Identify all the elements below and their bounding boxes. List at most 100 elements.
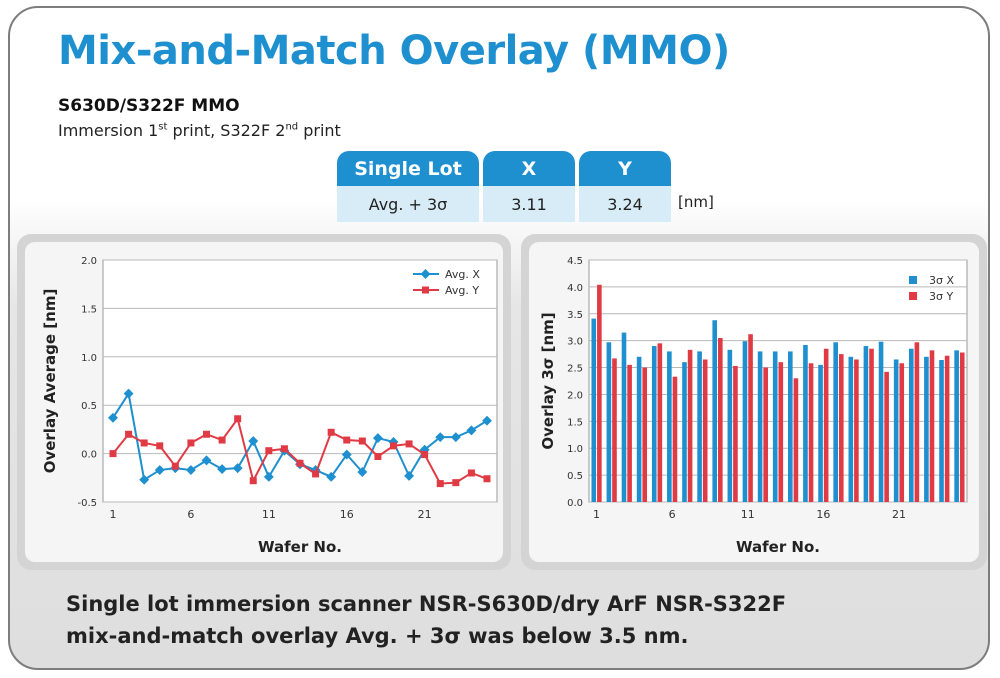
y-tick-label: 0.0	[567, 498, 583, 509]
bar-3sigma-y	[657, 343, 663, 502]
average-chart-panel: 2.0 1.5 1.0 0.5 0.0 -0.5 1 6 11 16 21 Wafer No. Over…	[17, 234, 511, 570]
bar-3sigma-y	[944, 355, 950, 502]
data-point-y	[234, 415, 242, 423]
data-point-y	[249, 477, 257, 485]
data-point-y	[280, 445, 288, 453]
data-point-x	[466, 425, 477, 436]
x-tick-label: 6	[187, 508, 194, 521]
bar-3sigma-y	[733, 365, 738, 502]
data-point-y	[125, 430, 133, 438]
x-axis-label: Wafer No.	[258, 538, 342, 556]
bar-3sigma-x	[924, 356, 929, 502]
legend-label: 3σ Y	[929, 290, 953, 303]
y-tick-label: 2.0	[81, 256, 97, 267]
single-lot-table: Single Lot X Y Avg. + 3σ 3.11 3.24	[333, 151, 675, 222]
bar-3sigma-x	[878, 341, 884, 502]
bar-3sigma-x	[818, 364, 823, 502]
data-point-y	[390, 442, 397, 450]
unit-label: [nm]	[678, 193, 714, 211]
bar-3sigma-x	[908, 348, 914, 502]
bar-3sigma-x	[697, 351, 702, 502]
bar-3sigma-y	[929, 350, 935, 502]
sigma-chart-panel: 4.5 4.0 3.5 3.0 2.5 2.0 1.5 1.0 0.5 0.0 1 6 11 16 21 Wa…	[521, 234, 987, 570]
legend-marker	[422, 286, 429, 294]
y-tick-label: -0.5	[77, 498, 97, 509]
bar-3sigma-x	[591, 318, 597, 502]
bar-3sigma-y	[763, 367, 768, 502]
bar-3sigma-x	[848, 356, 854, 502]
bar-3sigma-y	[838, 354, 844, 502]
x-tick-label: 16	[816, 508, 830, 521]
page-subtitle: S630D/S322F MMO	[58, 96, 240, 116]
bar-3sigma-y	[687, 349, 693, 502]
data-point-y	[109, 450, 117, 458]
bar-3sigma-y	[823, 348, 829, 502]
bar-3sigma-y	[914, 342, 920, 502]
bar-3sigma-y	[642, 367, 648, 502]
legend-label: Avg. Y	[445, 284, 479, 297]
bar-3sigma-x	[939, 360, 944, 502]
bar-3sigma-y	[869, 348, 874, 502]
data-point-y	[436, 480, 444, 488]
bar-3sigma-x	[712, 320, 718, 502]
data-point-y	[265, 447, 273, 455]
bar-3sigma-x	[863, 346, 869, 502]
header-single-lot: Single Lot	[337, 151, 479, 186]
data-point-x	[482, 415, 492, 426]
data-point-y	[483, 475, 491, 483]
bar-3sigma-x	[621, 332, 627, 502]
bar-3sigma-x	[757, 351, 763, 502]
data-point-y	[156, 442, 164, 450]
x-tick-label: 21	[418, 508, 432, 521]
bar-3sigma-x	[833, 342, 838, 502]
y-tick-label: 4.5	[567, 256, 583, 267]
summary-line-2: mix-and-match overlay Avg. + 3σ was belo…	[66, 624, 689, 648]
bar-3sigma-y	[702, 359, 708, 502]
data-point-x	[154, 465, 165, 476]
data-point-y	[327, 428, 335, 436]
header-y: Y	[579, 151, 671, 186]
data-point-x	[217, 464, 228, 475]
bar-3sigma-x	[742, 341, 748, 502]
bar-3sigma-y	[672, 376, 678, 502]
bar-3sigma-y	[612, 358, 617, 502]
bar-3sigma-y	[627, 364, 632, 502]
process-description: Immersion 1st print, S322F 2nd print	[58, 121, 341, 140]
y-axis-label: Overlay 3σ [nm]	[539, 312, 557, 449]
table-header-row: Single Lot X Y	[337, 151, 671, 186]
data-point-y	[374, 453, 382, 461]
data-point-x	[248, 436, 259, 446]
y-axis-label: Overlay Average [nm]	[41, 289, 59, 474]
data-point-y	[358, 437, 366, 445]
cell-metric: Avg. + 3σ	[337, 186, 479, 222]
x-axis-label: Wafer No.	[736, 538, 820, 556]
data-point-x	[450, 432, 461, 443]
y-tick-label: 3.5	[567, 310, 583, 321]
data-point-y	[296, 459, 304, 467]
y-tick-label: 2.0	[567, 390, 583, 401]
overlay-3sigma-chart: 4.54.03.53.02.52.01.51.00.50.01 6 11 16 21Wa…	[539, 256, 968, 556]
data-point-y	[421, 451, 429, 459]
data-point-y	[218, 436, 226, 444]
legend-swatch	[909, 292, 917, 300]
process-sup-2: nd	[285, 121, 299, 133]
y-tick-label: 1.5	[567, 417, 583, 428]
bar-3sigma-y	[808, 363, 814, 502]
bar-3sigma-y	[884, 371, 889, 502]
data-point-x	[201, 455, 212, 466]
x-tick-label: 6	[669, 508, 676, 521]
y-tick-label: 2.5	[567, 364, 583, 375]
summary-text: Single lot immersion scanner NSR-S630D/d…	[66, 588, 786, 652]
data-point-y	[312, 470, 320, 478]
process-text-2: print, S322F 2	[167, 121, 286, 140]
y-tick-label: 1.0	[567, 444, 583, 455]
data-point-y	[467, 469, 475, 477]
bar-3sigma-x	[682, 362, 687, 502]
bar-3sigma-y	[959, 352, 965, 502]
bar-3sigma-x	[667, 351, 672, 502]
data-point-x	[404, 470, 415, 481]
y-tick-label: 0.5	[567, 471, 583, 482]
cell-x-value: 3.11	[483, 186, 575, 222]
data-point-x	[263, 471, 274, 482]
legend-label: Avg. X	[445, 268, 480, 281]
